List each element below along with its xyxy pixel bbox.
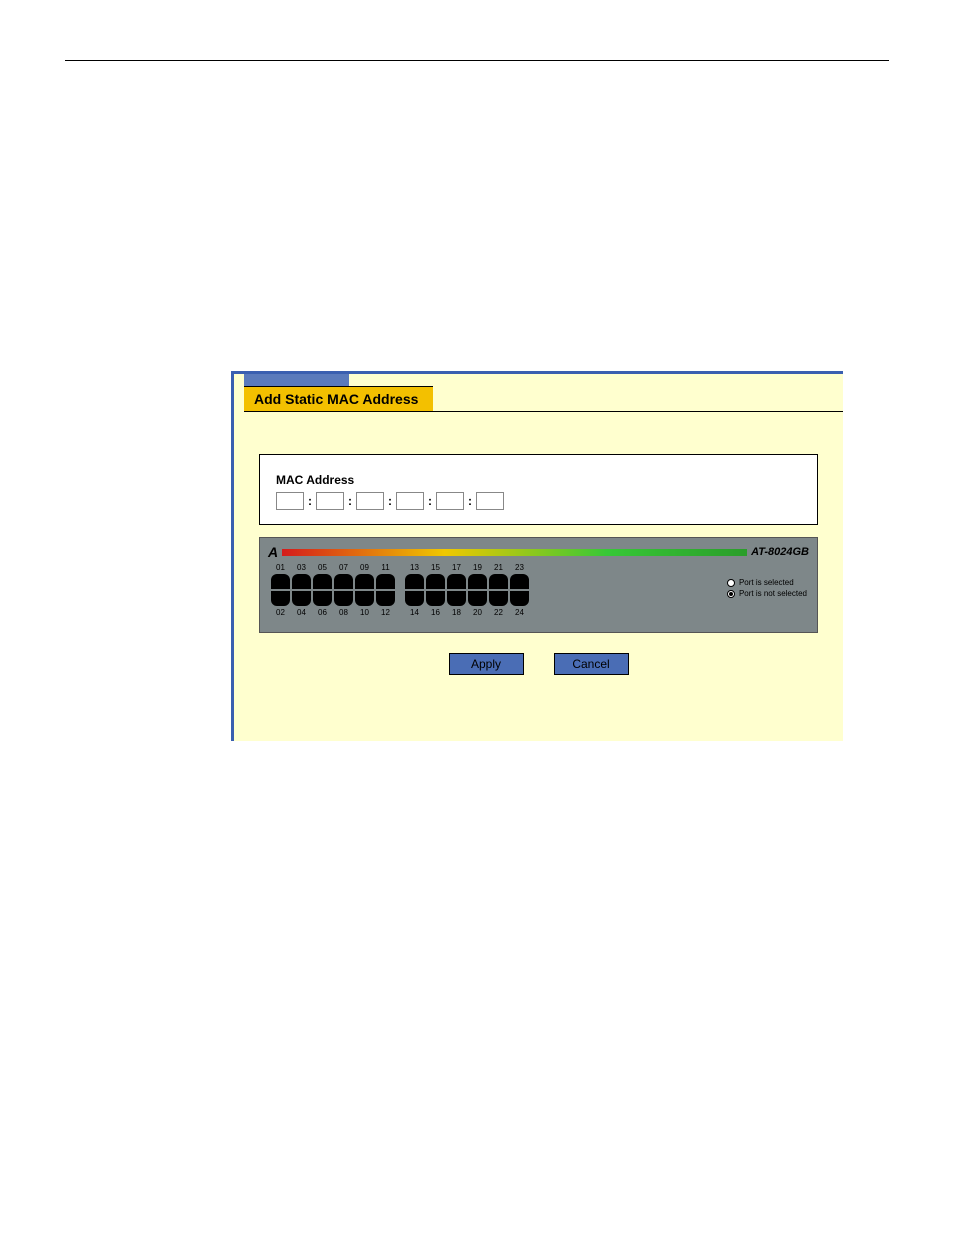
port-label: 09	[354, 563, 375, 572]
port-label: 08	[333, 608, 354, 617]
port-18[interactable]	[447, 591, 466, 606]
colon-icon: :	[348, 494, 352, 508]
header-rule	[65, 60, 889, 61]
legend-selected: Port is selected	[727, 578, 807, 587]
port-11[interactable]	[376, 574, 395, 589]
port-05[interactable]	[313, 574, 332, 589]
port-label: 01	[270, 563, 291, 572]
port-legend: Port is selected Port is not selected	[727, 578, 807, 600]
dialog-title: Add Static MAC Address	[244, 386, 433, 412]
port-grid	[270, 573, 530, 607]
button-row: Apply Cancel	[259, 653, 818, 675]
port-label: 04	[291, 608, 312, 617]
colon-icon: :	[388, 494, 392, 508]
port-label: 18	[446, 608, 467, 617]
legend-not-selected-label: Port is not selected	[739, 589, 807, 598]
legend-not-selected: Port is not selected	[727, 589, 807, 598]
port-22[interactable]	[489, 591, 508, 606]
allied-telesis-logo-icon: A	[268, 544, 278, 560]
port-03[interactable]	[292, 574, 311, 589]
port-17[interactable]	[447, 574, 466, 589]
port-24[interactable]	[510, 591, 529, 606]
port-label: 20	[467, 608, 488, 617]
port-23[interactable]	[510, 574, 529, 589]
bottom-port-labels: 02 04 06 08 10 12 14 16 18 20 22 24	[270, 608, 530, 617]
port-15[interactable]	[426, 574, 445, 589]
add-mac-dialog: Add Static MAC Address MAC Address : : :…	[231, 371, 843, 741]
port-label: 22	[488, 608, 509, 617]
port-label: 23	[509, 563, 530, 572]
port-label: 13	[404, 563, 425, 572]
mac-octet-3[interactable]	[356, 492, 384, 510]
port-label: 17	[446, 563, 467, 572]
switch-header: A AT-8024GB	[268, 544, 809, 560]
port-10[interactable]	[355, 591, 374, 606]
colon-icon: :	[308, 494, 312, 508]
cancel-button[interactable]: Cancel	[554, 653, 629, 675]
port-19[interactable]	[468, 574, 487, 589]
port-label: 14	[404, 608, 425, 617]
port-02[interactable]	[271, 591, 290, 606]
top-port-labels: 01 03 05 07 09 11 13 15 17 19 21 23	[270, 563, 530, 572]
mac-octet-4[interactable]	[396, 492, 424, 510]
port-06[interactable]	[313, 591, 332, 606]
title-bar-stub	[244, 374, 349, 386]
port-label: 15	[425, 563, 446, 572]
legend-selected-label: Port is selected	[739, 578, 794, 587]
title-underline	[244, 411, 843, 412]
mac-octet-1[interactable]	[276, 492, 304, 510]
port-label: 19	[467, 563, 488, 572]
port-label: 12	[375, 608, 396, 617]
port-label: 05	[312, 563, 333, 572]
mac-address-label: MAC Address	[276, 473, 801, 487]
port-label: 03	[291, 563, 312, 572]
colon-icon: :	[428, 494, 432, 508]
port-label: 10	[354, 608, 375, 617]
colon-icon: :	[468, 494, 472, 508]
port-14[interactable]	[405, 591, 424, 606]
radio-filled-icon	[727, 590, 735, 598]
port-09[interactable]	[355, 574, 374, 589]
port-16[interactable]	[426, 591, 445, 606]
apply-button[interactable]: Apply	[449, 653, 524, 675]
port-12[interactable]	[376, 591, 395, 606]
radio-unfilled-icon	[727, 579, 735, 587]
port-08[interactable]	[334, 591, 353, 606]
mac-octet-6[interactable]	[476, 492, 504, 510]
mac-octet-2[interactable]	[316, 492, 344, 510]
port-label: 24	[509, 608, 530, 617]
port-label: 21	[488, 563, 509, 572]
color-stripe	[282, 549, 747, 556]
mac-address-inputs: : : : : :	[276, 492, 801, 510]
port-07[interactable]	[334, 574, 353, 589]
port-label: 07	[333, 563, 354, 572]
port-label: 16	[425, 608, 446, 617]
port-label: 11	[375, 563, 396, 572]
port-04[interactable]	[292, 591, 311, 606]
port-20[interactable]	[468, 591, 487, 606]
port-21[interactable]	[489, 574, 508, 589]
switch-panel: A AT-8024GB 01 03 05 07 09 11 13	[259, 537, 818, 633]
ports-area: 01 03 05 07 09 11 13 15 17 19 21 23	[270, 563, 530, 617]
switch-model: AT-8024GB	[751, 546, 809, 558]
port-label: 06	[312, 608, 333, 617]
mac-octet-5[interactable]	[436, 492, 464, 510]
port-01[interactable]	[271, 574, 290, 589]
port-13[interactable]	[405, 574, 424, 589]
mac-address-box: MAC Address : : : : :	[259, 454, 818, 525]
port-label: 02	[270, 608, 291, 617]
content-area: MAC Address : : : : : A	[259, 454, 818, 675]
